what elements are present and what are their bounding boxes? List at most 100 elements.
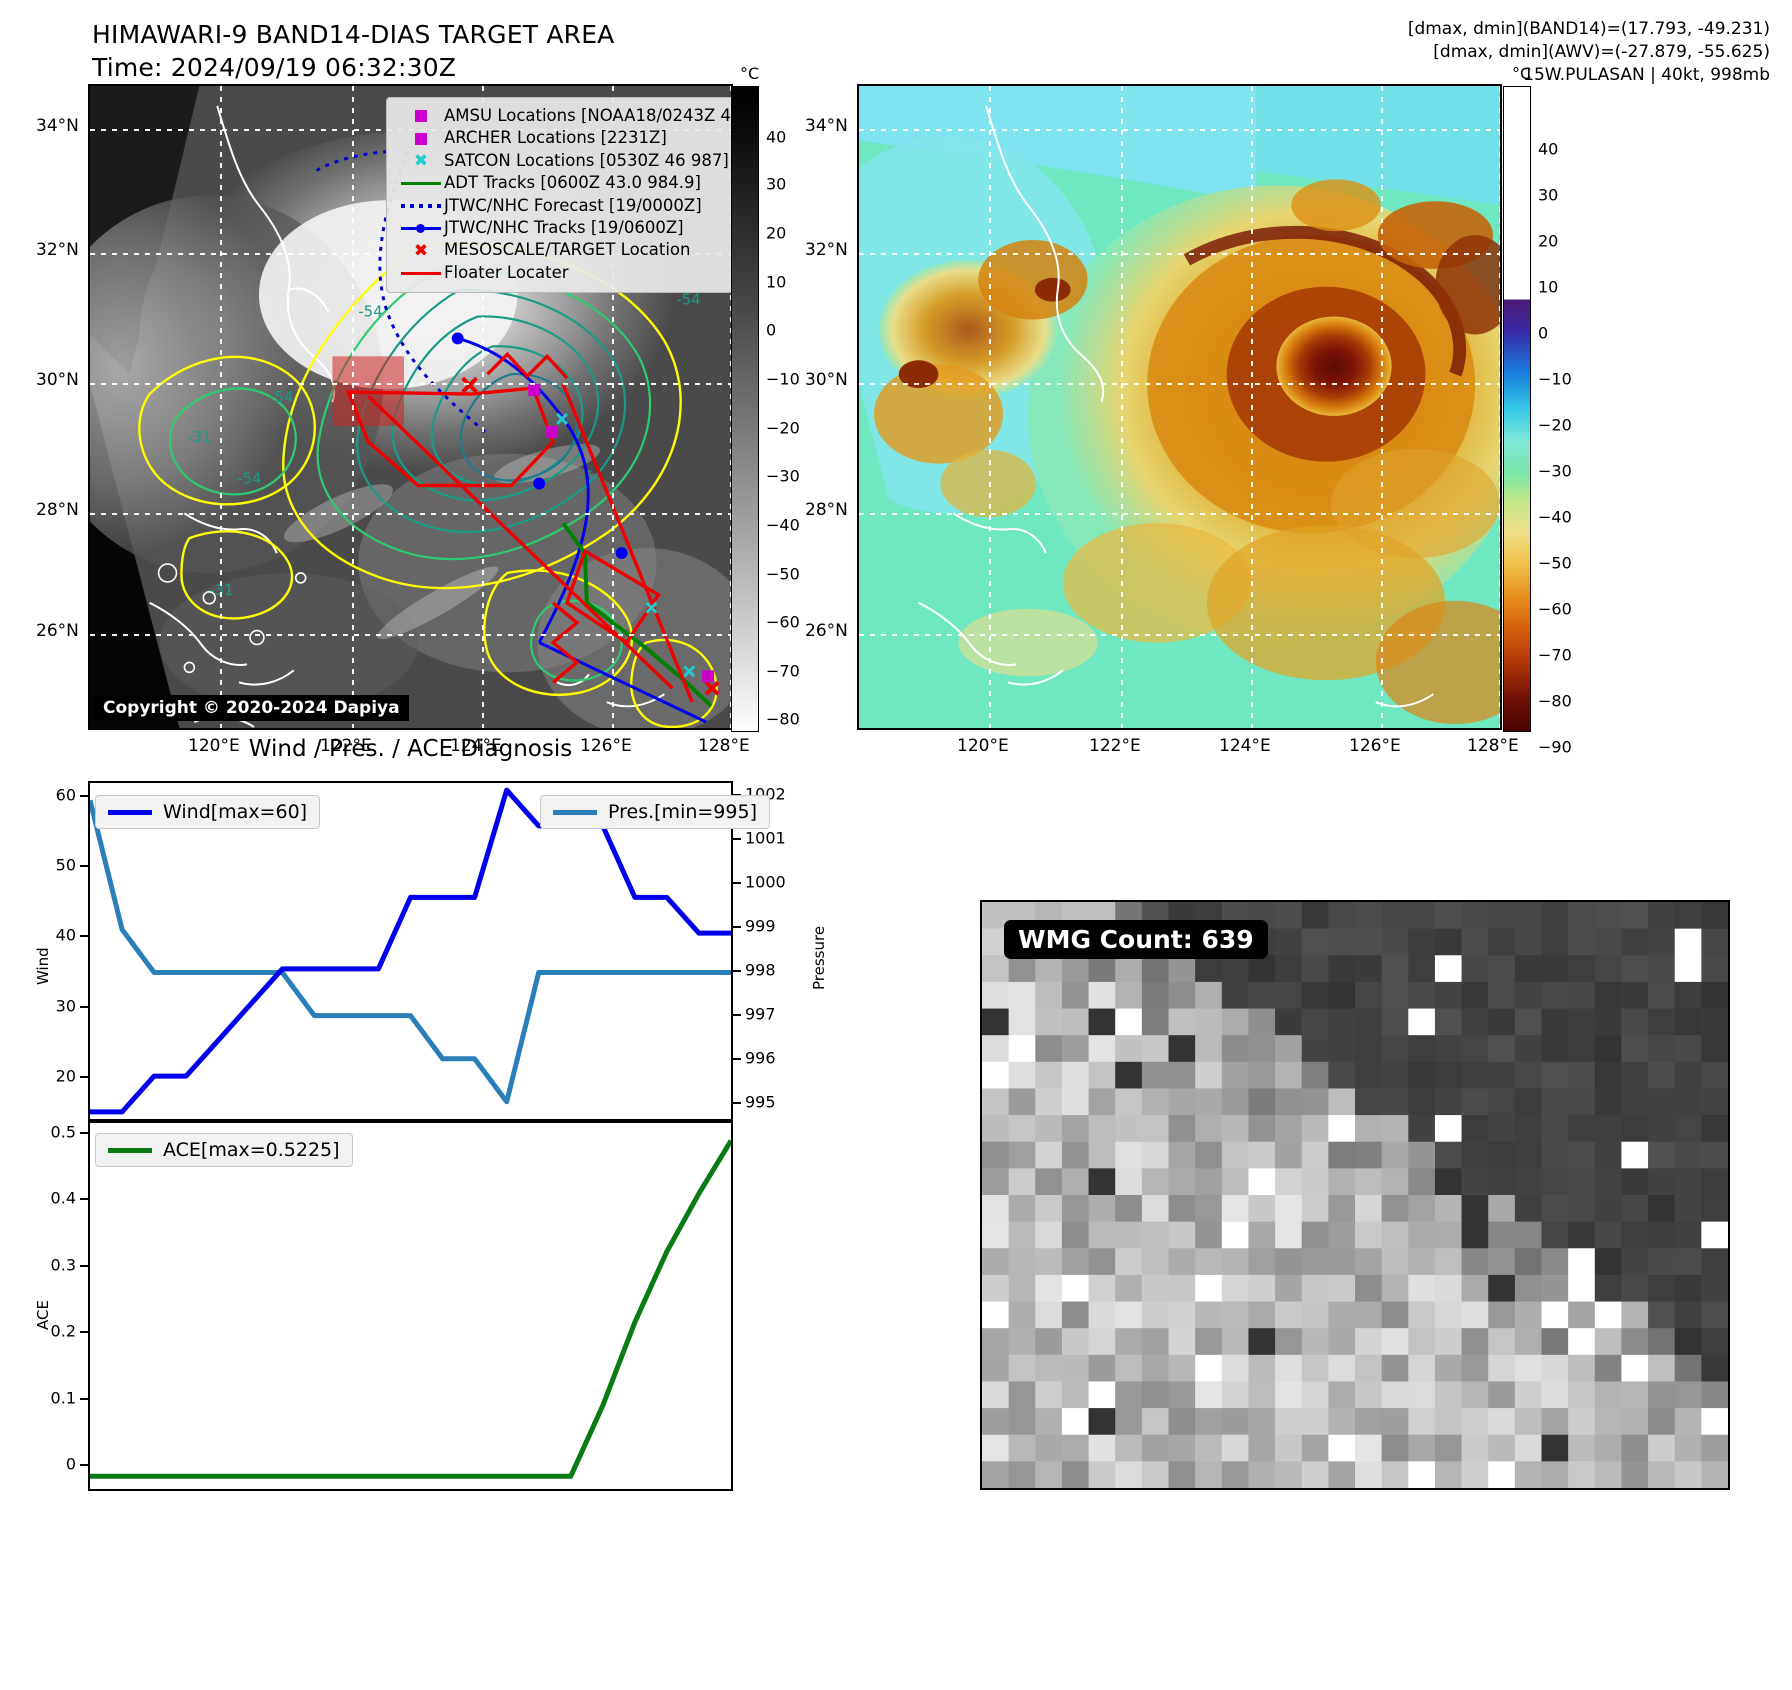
awv-lat-label-30: 30°N [805, 370, 848, 390]
awv-gridline-lat-30 [859, 383, 1500, 385]
svg-text:-54: -54 [237, 470, 261, 488]
ir-lat-label-26: 26°N [36, 621, 79, 641]
wind-pressure-lines [90, 787, 731, 1115]
ir-lon-label-122: 122°E [320, 736, 372, 756]
awv-lon-label-128: 128°E [1467, 736, 1519, 756]
ir-satellite-map[interactable]: -54 -54 -54 -54 -54 -31 -31 [88, 84, 733, 730]
ir-lat-label-30: 30°N [36, 370, 79, 390]
awv-lon-label-120: 120°E [957, 736, 1009, 756]
pres-ytick-1000: 1000 [745, 872, 786, 892]
colorbar-left-unit: °C [740, 64, 760, 83]
ace-ytick-00: 0 [65, 1454, 76, 1474]
wind-ytick-50: 50 [55, 855, 76, 875]
ace-chart[interactable] [88, 1121, 733, 1491]
legend-label-mesoscale: MESOSCALE/TARGET Location [444, 240, 691, 260]
cbr-tick-m20: −20 [1538, 415, 1572, 435]
pressure-legend[interactable]: Pres.[min=995] [540, 795, 770, 829]
header-metadata: [dmax, dmin](BAND14)=(17.793, -49.231) [… [1408, 18, 1770, 87]
ace-ytick-05: 0.5 [50, 1122, 76, 1142]
legend-label-forecast: JTWC/NHC Forecast [19/0000Z] [444, 195, 702, 215]
temperature-contours: -54 -54 -54 -54 -54 -31 -31 [138, 242, 718, 728]
cbl-tick-m80: −80 [766, 709, 800, 729]
legend-item-satcon[interactable]: ✖ SATCON Locations [0530Z 46 987] [398, 150, 731, 172]
awv-color-imagery [859, 86, 1500, 728]
wind-ytick-30: 30 [55, 996, 76, 1016]
ir-lon-label-126: 126°E [580, 736, 632, 756]
colorbar-right-enhanced: 40 30 20 10 0 −10 −20 −30 −40 −50 −60 −7… [1503, 86, 1572, 757]
cbr-tick-0: 0 [1538, 323, 1549, 343]
awv-lon-label-124: 124°E [1219, 736, 1271, 756]
awv-enhanced-map[interactable] [857, 84, 1502, 730]
storm-summary: 15W.PULASAN | 40kt, 998mb [1523, 65, 1770, 85]
satcon-marker-icon: ✖ [413, 151, 429, 172]
awv-gridline-lon-126 [1381, 86, 1383, 728]
awv-lat-label-26: 26°N [805, 621, 848, 641]
awv-gridline-lon-122 [1121, 86, 1123, 728]
mesoscale-x-icon: ✖ [413, 240, 429, 261]
ir-lat-label-34: 34°N [36, 116, 79, 136]
awv-gridline-lat-32 [859, 253, 1500, 255]
pres-ytick-1001: 1001 [745, 828, 786, 848]
page-title: HIMAWARI-9 BAND14-DIAS TARGET AREA Time:… [92, 18, 615, 84]
wind-ytick-60: 60 [55, 785, 76, 805]
cbr-tick-m40: −40 [1538, 507, 1572, 527]
gridline-lon-128 [730, 86, 731, 728]
awv-lat-label-32: 32°N [805, 240, 848, 260]
wmg-grid-panel[interactable]: WMG Count: 639 [980, 900, 1730, 1490]
legend-item-mesoscale[interactable]: ✖ MESOSCALE/TARGET Location [398, 239, 731, 261]
wind-ytick-20: 20 [55, 1066, 76, 1086]
cbl-tick-m20: −20 [766, 418, 800, 438]
ir-lat-label-28: 28°N [36, 500, 79, 520]
cbr-tick-m10: −10 [1538, 369, 1572, 389]
legend-item-archer[interactable]: ARCHER Locations [2231Z] [398, 127, 731, 149]
cbr-tick-m50: −50 [1538, 553, 1572, 573]
wind-legend-label: Wind[max=60] [163, 801, 308, 823]
awv-coastline-overlay [918, 105, 1434, 708]
gridline-lon-120 [220, 86, 222, 728]
pres-ytick-997: 997 [745, 1004, 776, 1024]
ir-lon-label-128: 128°E [698, 736, 750, 756]
awv-gridline-lat-28 [859, 513, 1500, 515]
title-line-1: HIMAWARI-9 BAND14-DIAS TARGET AREA [92, 20, 615, 49]
cbl-tick-10: 10 [766, 272, 787, 292]
awv-lon-label-122: 122°E [1089, 736, 1141, 756]
legend-label-floater: Floater Locater [444, 262, 569, 282]
svg-text:-54: -54 [269, 388, 293, 406]
wind-legend[interactable]: Wind[max=60] [95, 795, 321, 829]
gridline-lon-122 [352, 86, 354, 728]
gridline-lon-126 [612, 86, 614, 728]
wind-pres-ace-title: Wind / Pres. / ACE Diagnosis [248, 736, 573, 762]
legend-item-tracks[interactable]: JTWC/NHC Tracks [19/0600Z] [398, 217, 731, 239]
cbr-tick-m90: −90 [1538, 737, 1572, 757]
cbl-tick-m70: −70 [766, 661, 800, 681]
cbl-tick-30: 30 [766, 174, 787, 194]
awv-lat-label-28: 28°N [805, 500, 848, 520]
cbl-tick-m50: −50 [766, 564, 800, 584]
ace-ytick-01: 0.1 [50, 1388, 76, 1408]
pres-ytick-996: 996 [745, 1048, 776, 1068]
legend-item-forecast[interactable]: JTWC/NHC Forecast [19/0000Z] [398, 195, 731, 217]
pressure-legend-line-icon [553, 809, 597, 815]
cbr-tick-m70: −70 [1538, 645, 1572, 665]
map-legend: AMSU Locations [NOAA18/0243Z 43 986] ARC… [386, 97, 732, 294]
copyright-notice: Copyright © 2020-2024 Dapiya [94, 695, 409, 721]
legend-label-satcon: SATCON Locations [0530Z 46 987] [444, 150, 729, 170]
ace-legend[interactable]: ACE[max=0.5225] [95, 1133, 353, 1167]
cbr-tick-20: 20 [1538, 231, 1559, 251]
awv-gridline-lon-128 [1499, 86, 1500, 728]
cbr-tick-40: 40 [1538, 139, 1559, 159]
floater-line-icon [398, 271, 444, 275]
cbl-tick-m10: −10 [766, 369, 800, 389]
legend-item-amsu[interactable]: AMSU Locations [NOAA18/0243Z 43 986] [398, 105, 732, 127]
legend-item-adt[interactable]: ADT Tracks [0600Z 43.0 984.9] [398, 172, 731, 194]
wind-axis-label: Wind [34, 947, 52, 985]
awv-lat-label-34: 34°N [805, 116, 848, 136]
cbl-tick-m40: −40 [766, 515, 800, 535]
legend-item-floater[interactable]: Floater Locater [398, 262, 731, 284]
ace-line [90, 1139, 731, 1479]
colorbar-right-unit: °C [1512, 64, 1532, 83]
archer-marker-icon [398, 132, 444, 145]
legend-label-amsu: AMSU Locations [NOAA18/0243Z 43 986] [444, 106, 732, 125]
wind-pressure-chart[interactable] [88, 781, 733, 1121]
title-line-2: Time: 2024/09/19 06:32:30Z [92, 53, 457, 82]
